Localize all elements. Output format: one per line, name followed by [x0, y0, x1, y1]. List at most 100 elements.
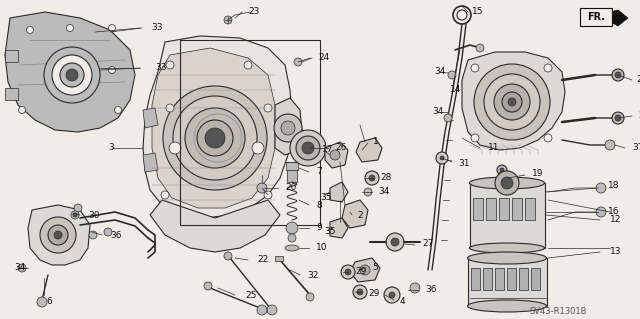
Circle shape — [357, 289, 363, 295]
Bar — [499, 174, 505, 175]
Polygon shape — [150, 200, 280, 252]
Circle shape — [257, 183, 267, 193]
Bar — [531, 268, 540, 290]
Circle shape — [73, 213, 77, 217]
Circle shape — [288, 234, 296, 242]
Circle shape — [52, 55, 92, 95]
Text: 13: 13 — [610, 248, 621, 256]
Text: 21: 21 — [638, 112, 640, 121]
Text: 30: 30 — [88, 211, 99, 219]
Circle shape — [501, 177, 513, 189]
Bar — [499, 172, 505, 174]
Polygon shape — [462, 52, 565, 150]
Bar — [180, 40, 320, 225]
Circle shape — [474, 64, 550, 140]
Circle shape — [391, 238, 399, 246]
Text: SV43-R1301B: SV43-R1301B — [530, 308, 588, 316]
Circle shape — [115, 107, 122, 114]
Circle shape — [508, 98, 516, 106]
Text: 24: 24 — [318, 54, 329, 63]
Text: 29: 29 — [368, 288, 380, 298]
Circle shape — [345, 269, 351, 275]
Text: 28: 28 — [380, 174, 392, 182]
Polygon shape — [143, 108, 158, 128]
Circle shape — [612, 69, 624, 81]
Circle shape — [494, 84, 530, 120]
Circle shape — [26, 26, 33, 33]
Bar — [499, 180, 505, 182]
Bar — [512, 198, 522, 220]
Circle shape — [612, 112, 624, 124]
Circle shape — [389, 292, 395, 298]
Circle shape — [615, 115, 621, 121]
Text: 21: 21 — [636, 76, 640, 85]
Polygon shape — [28, 205, 90, 265]
Circle shape — [185, 108, 245, 168]
Text: 27: 27 — [422, 240, 433, 249]
Circle shape — [281, 121, 295, 135]
Text: 34: 34 — [14, 263, 26, 272]
Circle shape — [71, 211, 79, 219]
Bar — [275, 256, 283, 261]
Bar — [525, 198, 535, 220]
Bar — [499, 182, 505, 183]
Circle shape — [615, 72, 621, 78]
Text: 16: 16 — [608, 207, 620, 217]
Circle shape — [252, 142, 264, 154]
Bar — [471, 268, 480, 290]
Bar — [499, 176, 505, 177]
Polygon shape — [275, 98, 302, 155]
Circle shape — [476, 44, 484, 52]
Circle shape — [544, 134, 552, 142]
Polygon shape — [5, 88, 18, 100]
Text: 1: 1 — [373, 137, 379, 145]
Text: 6: 6 — [46, 298, 52, 307]
Circle shape — [484, 74, 540, 130]
Circle shape — [48, 225, 68, 245]
Polygon shape — [342, 200, 368, 228]
Circle shape — [54, 231, 62, 239]
Text: 33: 33 — [155, 63, 166, 72]
Text: 36: 36 — [110, 231, 122, 240]
Circle shape — [341, 265, 355, 279]
Circle shape — [544, 64, 552, 72]
Polygon shape — [143, 36, 292, 218]
Circle shape — [264, 104, 272, 112]
Bar — [499, 198, 509, 220]
Circle shape — [444, 114, 452, 122]
Circle shape — [60, 63, 84, 87]
Text: 15: 15 — [472, 8, 483, 17]
Bar — [470, 183, 545, 248]
Circle shape — [109, 66, 115, 73]
Circle shape — [384, 287, 400, 303]
Text: 2: 2 — [357, 211, 363, 219]
Circle shape — [302, 142, 314, 154]
Polygon shape — [356, 138, 382, 162]
Circle shape — [40, 217, 76, 253]
Circle shape — [109, 25, 115, 32]
Circle shape — [37, 297, 47, 307]
Circle shape — [104, 228, 112, 236]
Circle shape — [440, 156, 444, 160]
Circle shape — [274, 114, 302, 142]
Ellipse shape — [470, 243, 545, 253]
Polygon shape — [330, 182, 348, 202]
Polygon shape — [330, 218, 348, 238]
Circle shape — [244, 61, 252, 69]
Text: 8: 8 — [316, 201, 322, 210]
Text: 29: 29 — [355, 268, 366, 277]
Text: 14: 14 — [450, 85, 461, 94]
Circle shape — [410, 283, 420, 293]
Circle shape — [166, 61, 174, 69]
Circle shape — [436, 152, 448, 164]
Bar — [486, 198, 496, 220]
Circle shape — [267, 305, 277, 315]
Bar — [286, 162, 298, 170]
Text: 9: 9 — [316, 224, 322, 233]
Text: 23: 23 — [248, 8, 259, 17]
Text: 32: 32 — [307, 271, 318, 279]
Circle shape — [205, 128, 225, 148]
Circle shape — [286, 222, 298, 234]
Polygon shape — [598, 10, 628, 26]
Text: 18: 18 — [608, 182, 620, 190]
